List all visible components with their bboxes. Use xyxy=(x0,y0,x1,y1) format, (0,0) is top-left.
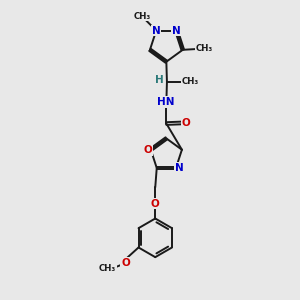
Text: O: O xyxy=(151,199,160,208)
Text: N: N xyxy=(152,26,161,35)
Text: O: O xyxy=(182,118,190,128)
Text: CH₃: CH₃ xyxy=(181,77,199,86)
Text: O: O xyxy=(143,145,152,155)
Text: N: N xyxy=(175,163,183,173)
Text: O: O xyxy=(121,258,130,268)
Text: HN: HN xyxy=(157,97,175,107)
Text: N: N xyxy=(172,26,181,35)
Text: CH₃: CH₃ xyxy=(134,12,151,21)
Text: CH₃: CH₃ xyxy=(99,264,116,273)
Text: H: H xyxy=(155,76,164,85)
Text: CH₃: CH₃ xyxy=(196,44,213,53)
